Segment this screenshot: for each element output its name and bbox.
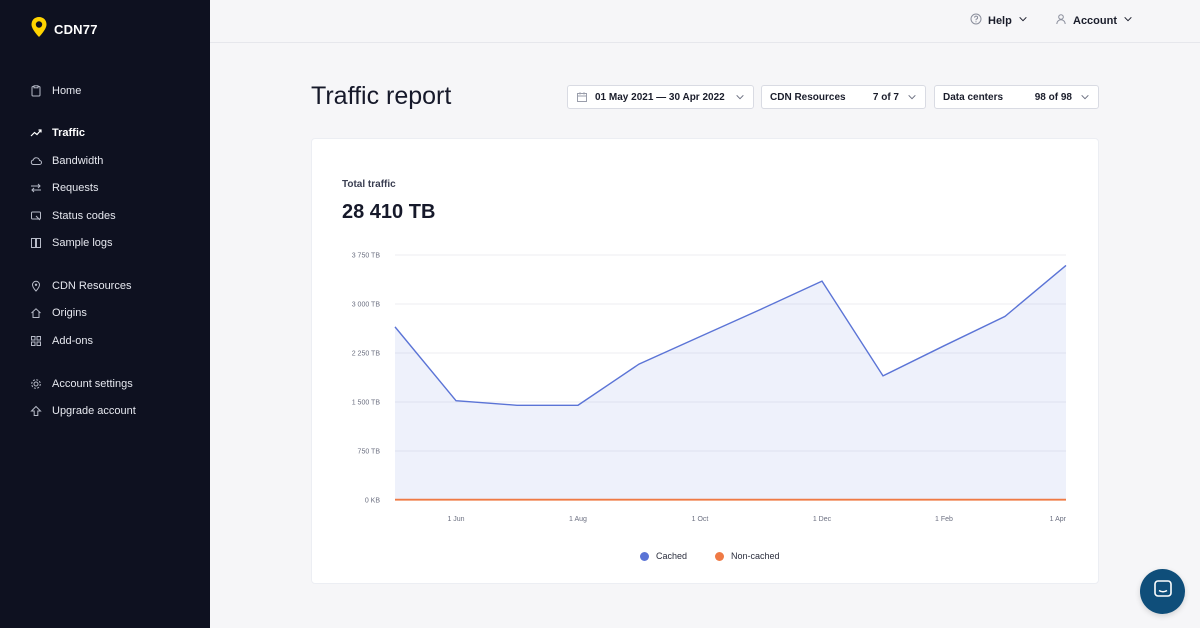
sidebar-item-label: Add-ons bbox=[52, 335, 93, 347]
home-icon bbox=[30, 307, 42, 319]
series-line-cached bbox=[394, 264, 1067, 406]
data-centers-count: 98 of 98 bbox=[1034, 91, 1072, 103]
account-label: Account bbox=[1073, 14, 1117, 27]
total-traffic-value: 28 410 TB bbox=[342, 201, 436, 223]
logs-icon bbox=[30, 237, 42, 249]
help-label: Help bbox=[988, 14, 1012, 27]
logo[interactable]: CDN77 bbox=[30, 16, 98, 43]
grid-icon bbox=[30, 335, 42, 347]
chevron-down-icon bbox=[907, 92, 917, 102]
sidebar: CDN77 Home Traffic Bandwidth Requests St… bbox=[0, 0, 210, 628]
sidebar-item-label: Status codes bbox=[52, 210, 116, 222]
total-traffic-label: Total traffic bbox=[342, 179, 396, 190]
legend-label: Non-cached bbox=[731, 551, 780, 561]
question-circle-icon bbox=[970, 13, 982, 28]
sidebar-item-account-settings[interactable]: Account settings bbox=[30, 376, 133, 392]
help-menu-button[interactable]: Help bbox=[970, 13, 1028, 28]
x-tick-label: 1 Feb bbox=[935, 516, 953, 523]
sidebar-item-bandwidth[interactable]: Bandwidth bbox=[30, 153, 103, 169]
sidebar-item-home[interactable]: Home bbox=[30, 83, 81, 99]
sidebar-item-label: Origins bbox=[52, 307, 87, 319]
gear-icon bbox=[30, 378, 42, 390]
cdn-resources-filter[interactable]: CDN Resources 7 of 7 bbox=[761, 85, 926, 109]
x-tick-label: 1 Apr bbox=[1050, 516, 1067, 523]
topbar: Help Account bbox=[210, 0, 1200, 43]
sidebar-item-label: Upgrade account bbox=[52, 405, 136, 417]
sidebar-item-label: Traffic bbox=[52, 127, 86, 139]
legend-swatch bbox=[640, 551, 649, 561]
sidebar-item-traffic[interactable]: Traffic bbox=[30, 125, 85, 141]
chevron-down-icon bbox=[1123, 14, 1133, 27]
cdn-resources-count: 7 of 7 bbox=[872, 91, 899, 103]
x-tick-label: 1 Aug bbox=[569, 516, 587, 523]
date-range-picker[interactable]: 01 May 2021 — 30 Apr 2022 bbox=[567, 85, 754, 109]
legend-item-cached[interactable]: Cached bbox=[640, 551, 687, 561]
logo-text: CDN77 bbox=[54, 22, 98, 37]
pin-icon bbox=[30, 280, 42, 292]
x-tick-label: 1 Oct bbox=[692, 516, 709, 523]
sidebar-item-label: Account settings bbox=[52, 378, 133, 390]
sidebar-item-status-codes[interactable]: Status codes bbox=[30, 208, 116, 224]
y-tick-label: 0 KB bbox=[365, 498, 381, 505]
y-tick-label: 2 250 TB bbox=[352, 351, 381, 358]
calendar-icon bbox=[576, 91, 588, 103]
x-tick-label: 1 Dec bbox=[813, 516, 832, 523]
y-tick-label: 3 750 TB bbox=[352, 253, 381, 260]
sidebar-item-requests[interactable]: Requests bbox=[30, 180, 98, 196]
chevron-down-icon bbox=[735, 92, 745, 102]
traffic-chart[interactable]: 0 KB 750 TB 1 500 TB 2 250 TB 3 000 TB 3 750 … bbox=[312, 139, 1100, 585]
x-tick-label: 1 Jun bbox=[447, 516, 464, 523]
data-centers-filter[interactable]: Data centers 98 of 98 bbox=[934, 85, 1099, 109]
sidebar-item-label: Home bbox=[52, 85, 82, 97]
sidebar-item-cdn-resources[interactable]: CDN Resources bbox=[30, 278, 131, 294]
y-tick-label: 1 500 TB bbox=[352, 400, 381, 407]
cloud-icon bbox=[30, 155, 42, 167]
traffic-card: Total traffic 28 410 TB 0 KB 750 TB 1 500 … bbox=[311, 138, 1099, 584]
sidebar-item-sample-logs[interactable]: Sample logs bbox=[30, 235, 113, 251]
clipboard-icon bbox=[30, 85, 42, 97]
location-pin-logo-icon bbox=[30, 16, 48, 43]
sidebar-item-origins[interactable]: Origins bbox=[30, 305, 87, 321]
legend-item-non-cached[interactable]: Non-cached bbox=[715, 551, 780, 561]
chevron-down-icon bbox=[1018, 14, 1028, 27]
account-menu-button[interactable]: Account bbox=[1055, 13, 1133, 28]
legend-label: Cached bbox=[656, 551, 688, 561]
chat-bubble-icon bbox=[1152, 578, 1174, 605]
sidebar-item-label: Bandwidth bbox=[52, 155, 104, 167]
data-centers-label: Data centers bbox=[943, 91, 1004, 103]
chat-launcher-button[interactable] bbox=[1140, 569, 1185, 614]
page-title: Traffic report bbox=[311, 82, 452, 110]
sidebar-item-upgrade-account[interactable]: Upgrade account bbox=[30, 403, 136, 419]
user-icon bbox=[1055, 13, 1067, 28]
upload-icon bbox=[30, 405, 42, 417]
legend-swatch bbox=[715, 551, 724, 561]
y-tick-label: 3 000 TB bbox=[352, 302, 381, 309]
sidebar-item-add-ons[interactable]: Add-ons bbox=[30, 333, 93, 349]
sidebar-item-label: CDN Resources bbox=[52, 280, 132, 292]
date-range-value: 01 May 2021 — 30 Apr 2022 bbox=[595, 91, 725, 103]
sidebar-item-label: Requests bbox=[52, 182, 99, 194]
y-tick-label: 750 TB bbox=[358, 449, 381, 456]
arrows-icon bbox=[30, 182, 42, 194]
series-area-cached bbox=[395, 265, 1066, 500]
trend-icon bbox=[30, 127, 42, 139]
status-icon bbox=[30, 210, 42, 222]
sidebar-item-label: Sample logs bbox=[52, 237, 113, 249]
cdn-resources-label: CDN Resources bbox=[770, 91, 846, 103]
chevron-down-icon bbox=[1080, 92, 1090, 102]
